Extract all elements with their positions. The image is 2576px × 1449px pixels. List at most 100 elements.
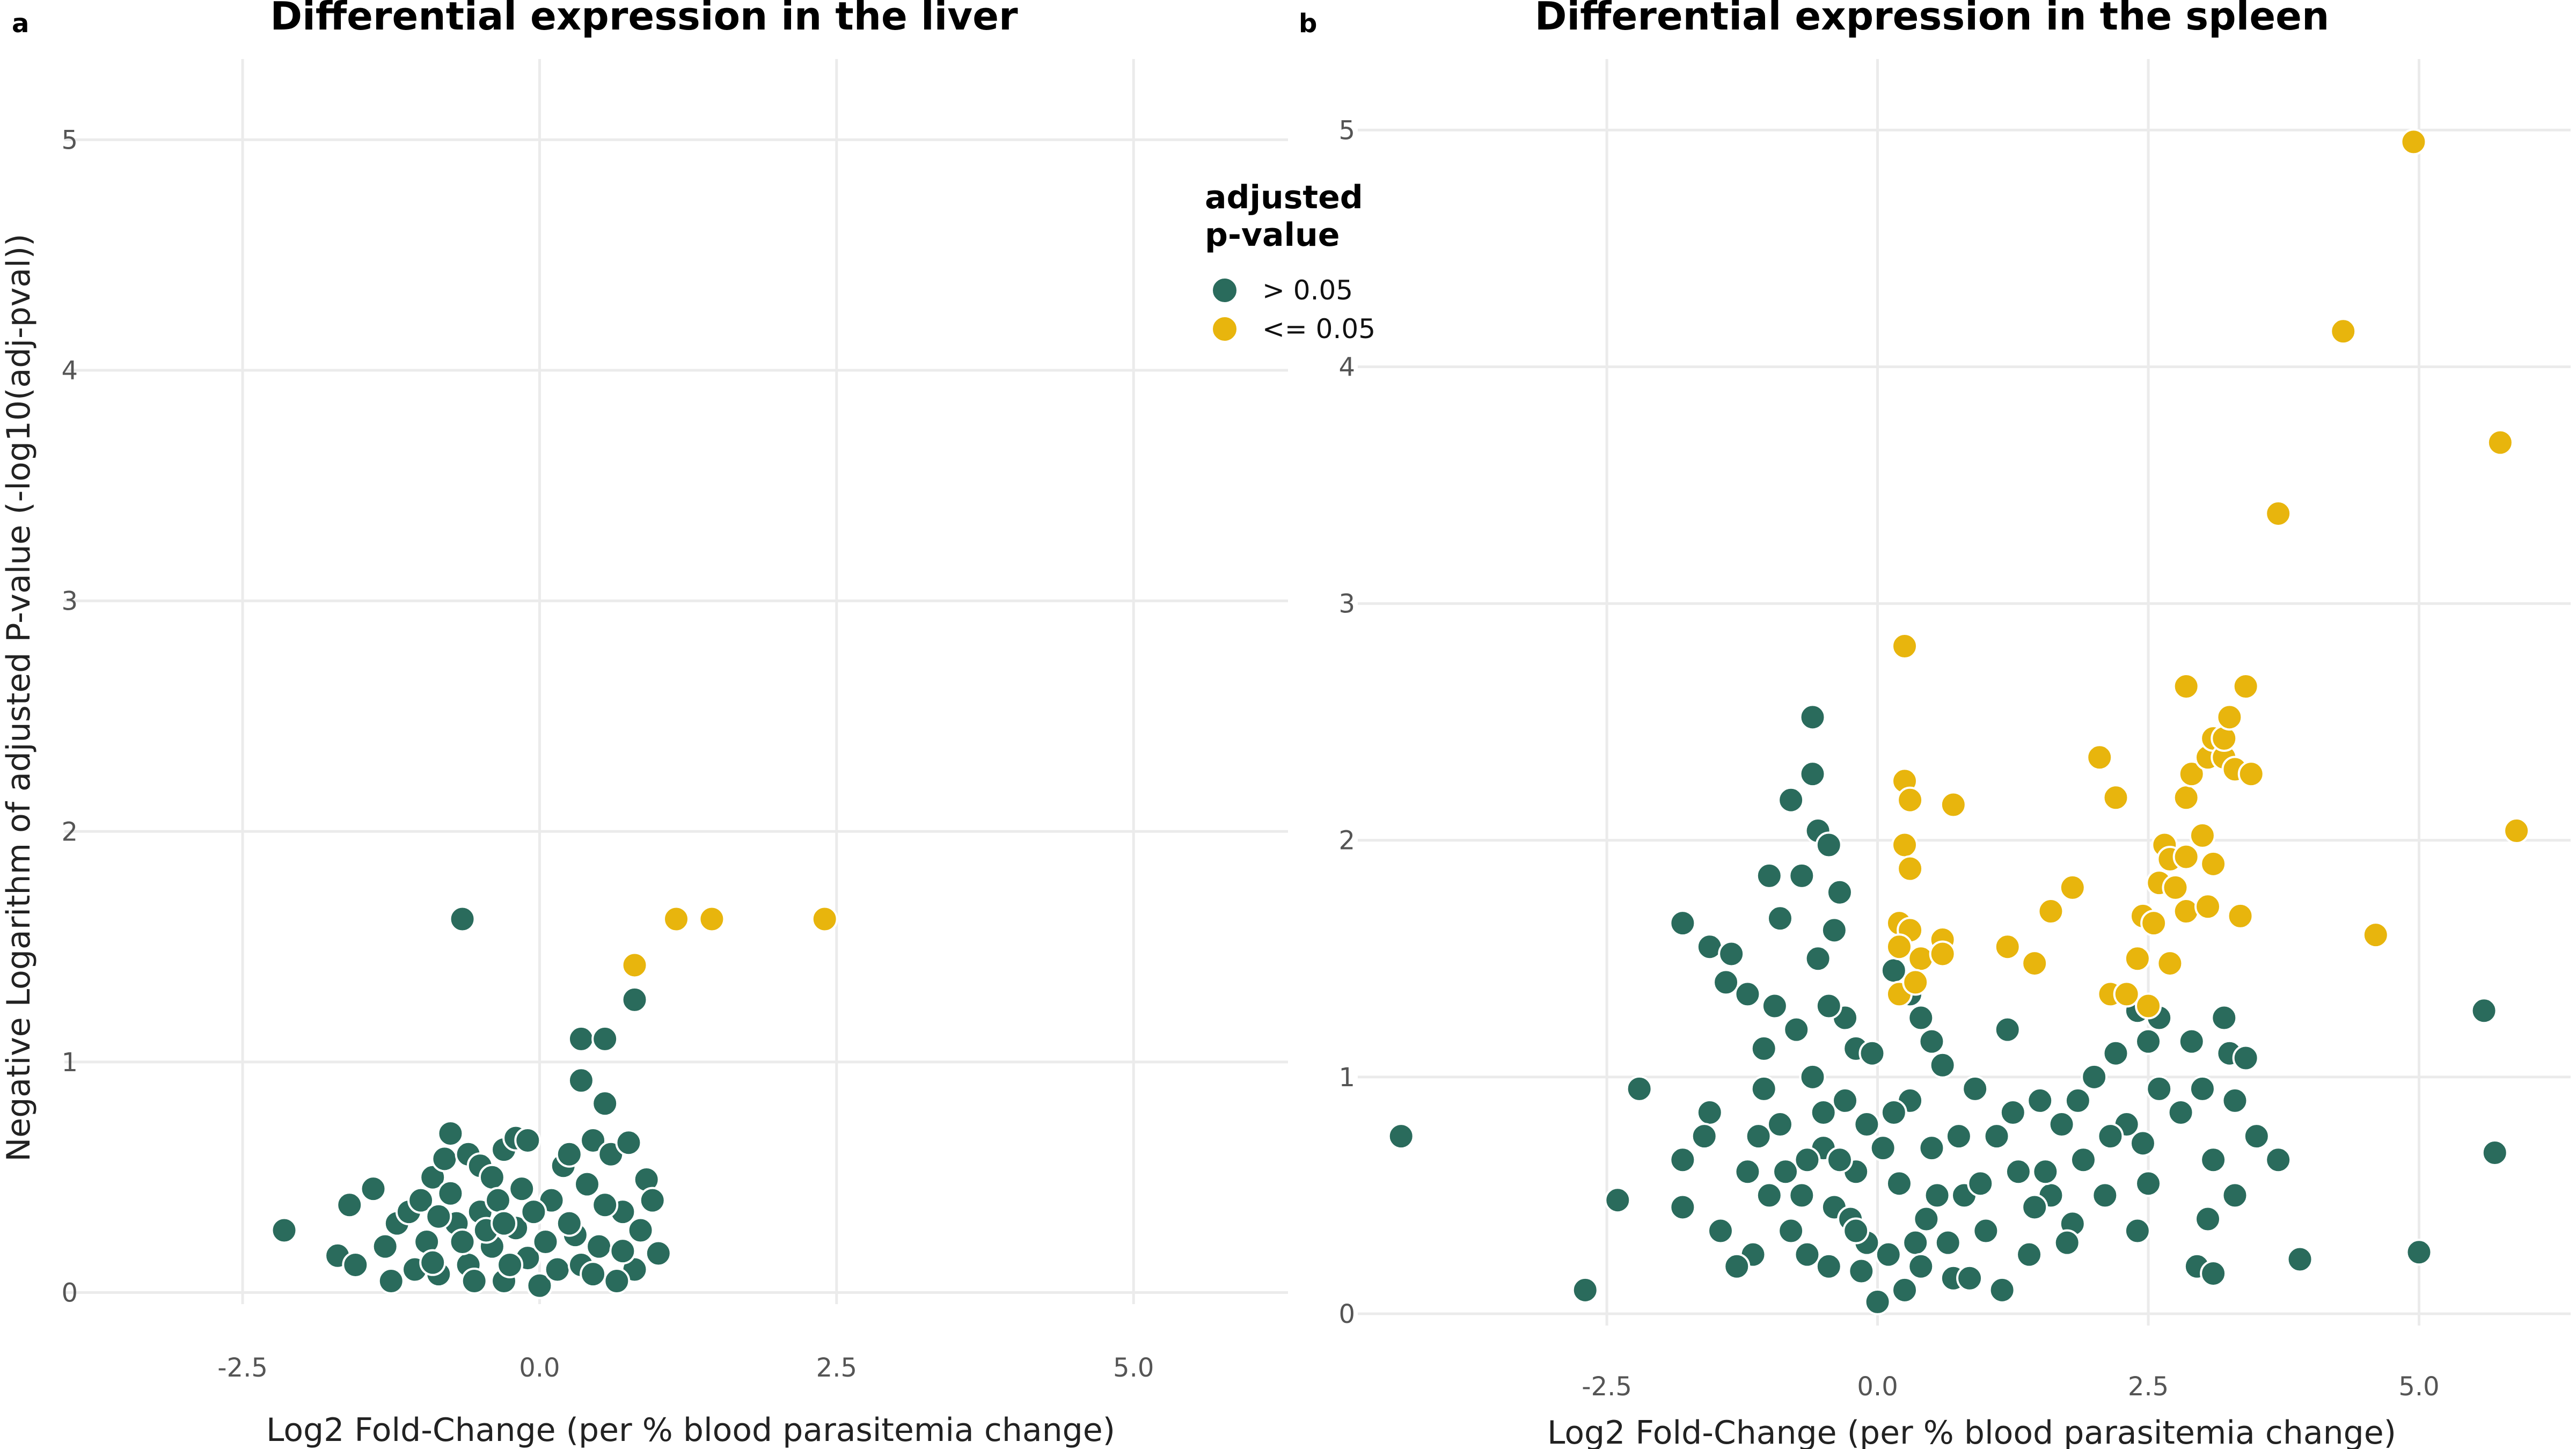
data-point xyxy=(377,1268,405,1295)
data-point xyxy=(544,1256,571,1283)
data-point xyxy=(555,1210,583,1237)
data-point xyxy=(2200,1146,2227,1174)
data-point xyxy=(1783,1016,1810,1043)
data-point xyxy=(567,1025,595,1052)
y-tick-label: 4 xyxy=(61,356,78,386)
data-point xyxy=(2330,318,2357,345)
data-point xyxy=(1956,1264,1984,1292)
data-point xyxy=(478,1163,506,1191)
data-point xyxy=(1988,1276,2016,1304)
data-point xyxy=(1387,1123,1415,1150)
data-point xyxy=(1761,992,1788,1020)
x-tick-label: 2.5 xyxy=(816,1353,857,1383)
data-point xyxy=(1945,1123,1972,1150)
y-tick-label: 0 xyxy=(61,1278,78,1308)
data-point xyxy=(1820,917,1848,944)
data-point xyxy=(1571,1276,1599,1304)
data-point xyxy=(1962,1075,1989,1102)
data-point xyxy=(1885,1170,1913,1197)
points-liver xyxy=(270,905,838,1299)
data-point xyxy=(1934,1229,1962,1256)
data-point xyxy=(1891,1276,1919,1304)
data-point xyxy=(2221,1087,2249,1114)
data-point xyxy=(419,1249,447,1276)
data-point xyxy=(2216,704,2243,731)
legend-swatch-not-significant xyxy=(1211,276,1239,304)
data-point xyxy=(1707,1217,1734,1245)
data-point xyxy=(336,1191,363,1219)
data-point xyxy=(1832,1087,1859,1114)
data-point xyxy=(1940,791,1967,818)
data-point xyxy=(1929,1051,1956,1079)
data-point xyxy=(1864,1288,1891,1315)
y-tick-label: 3 xyxy=(1338,589,1355,619)
data-point xyxy=(811,905,838,933)
data-point xyxy=(698,905,726,933)
data-point xyxy=(639,1187,666,1214)
data-point xyxy=(2004,1158,2032,1185)
data-point xyxy=(2178,1028,2205,1055)
data-point xyxy=(1902,1229,1929,1256)
data-point xyxy=(270,1217,298,1244)
data-point xyxy=(1923,1182,1951,1209)
data-point xyxy=(1799,760,1826,788)
data-point xyxy=(567,1067,595,1094)
data-point xyxy=(1799,704,1826,731)
data-point xyxy=(2481,1139,2508,1166)
y-axis-title-liver: Negative Logarithm of adjusted P-value (… xyxy=(0,233,38,1161)
data-point xyxy=(2405,1239,2433,1266)
grid-liver xyxy=(64,59,1288,1304)
data-point xyxy=(1994,933,2021,961)
data-point xyxy=(2200,1260,2227,1287)
data-point xyxy=(1929,940,1956,968)
y-tick-label: 3 xyxy=(61,587,78,617)
data-point xyxy=(1967,1170,1994,1197)
data-point xyxy=(1745,1123,1772,1150)
x-tick-label: 5.0 xyxy=(1113,1353,1154,1383)
data-point xyxy=(2362,921,2389,949)
data-point xyxy=(1826,1146,1853,1174)
data-point xyxy=(2211,1004,2238,1031)
data-point xyxy=(621,952,648,979)
data-point xyxy=(1755,1182,1783,1209)
data-point xyxy=(621,986,648,1013)
data-point xyxy=(2146,1075,2173,1102)
panel-label-b: b xyxy=(1299,9,1317,39)
data-point xyxy=(1713,969,1740,996)
data-point xyxy=(342,1251,369,1278)
x-tick-label: 0.0 xyxy=(519,1353,560,1383)
x-ticks-spleen: -2.5 0.0 2.5 5.0 xyxy=(1582,1372,2439,1402)
legend-title-line2: p-value xyxy=(1205,216,1340,254)
data-point xyxy=(1604,1187,1631,1214)
data-point xyxy=(1794,1241,1821,1268)
data-point xyxy=(591,1025,619,1052)
data-point xyxy=(1777,1217,1805,1245)
data-point xyxy=(1815,992,1842,1020)
data-point xyxy=(603,1268,631,1295)
data-point xyxy=(1972,1217,2000,1245)
x-tick-label: -2.5 xyxy=(1582,1372,1632,1402)
data-point xyxy=(645,1240,672,1267)
data-point xyxy=(2156,950,2184,977)
data-point xyxy=(2064,1087,2091,1114)
data-point xyxy=(1815,1253,1842,1280)
data-point xyxy=(371,1233,399,1260)
data-point xyxy=(2124,1217,2151,1245)
data-point xyxy=(1842,1217,1870,1245)
data-point xyxy=(484,1187,511,1214)
data-point xyxy=(1794,1146,1821,1174)
data-point xyxy=(2167,1099,2194,1126)
data-point xyxy=(586,1233,613,1260)
data-point xyxy=(520,1198,547,1226)
data-point xyxy=(407,1187,435,1214)
data-point xyxy=(2135,992,2162,1020)
y-tick-label: 5 xyxy=(61,125,78,155)
x-tick-label: 0.0 xyxy=(1857,1372,1898,1402)
data-point xyxy=(2232,1044,2259,1072)
data-point xyxy=(1696,1099,1723,1126)
data-point xyxy=(2194,1205,2222,1233)
data-point xyxy=(1750,1035,1777,1062)
data-point xyxy=(2048,1111,2075,1138)
data-point xyxy=(1766,905,1794,932)
data-point xyxy=(1907,1004,1935,1031)
